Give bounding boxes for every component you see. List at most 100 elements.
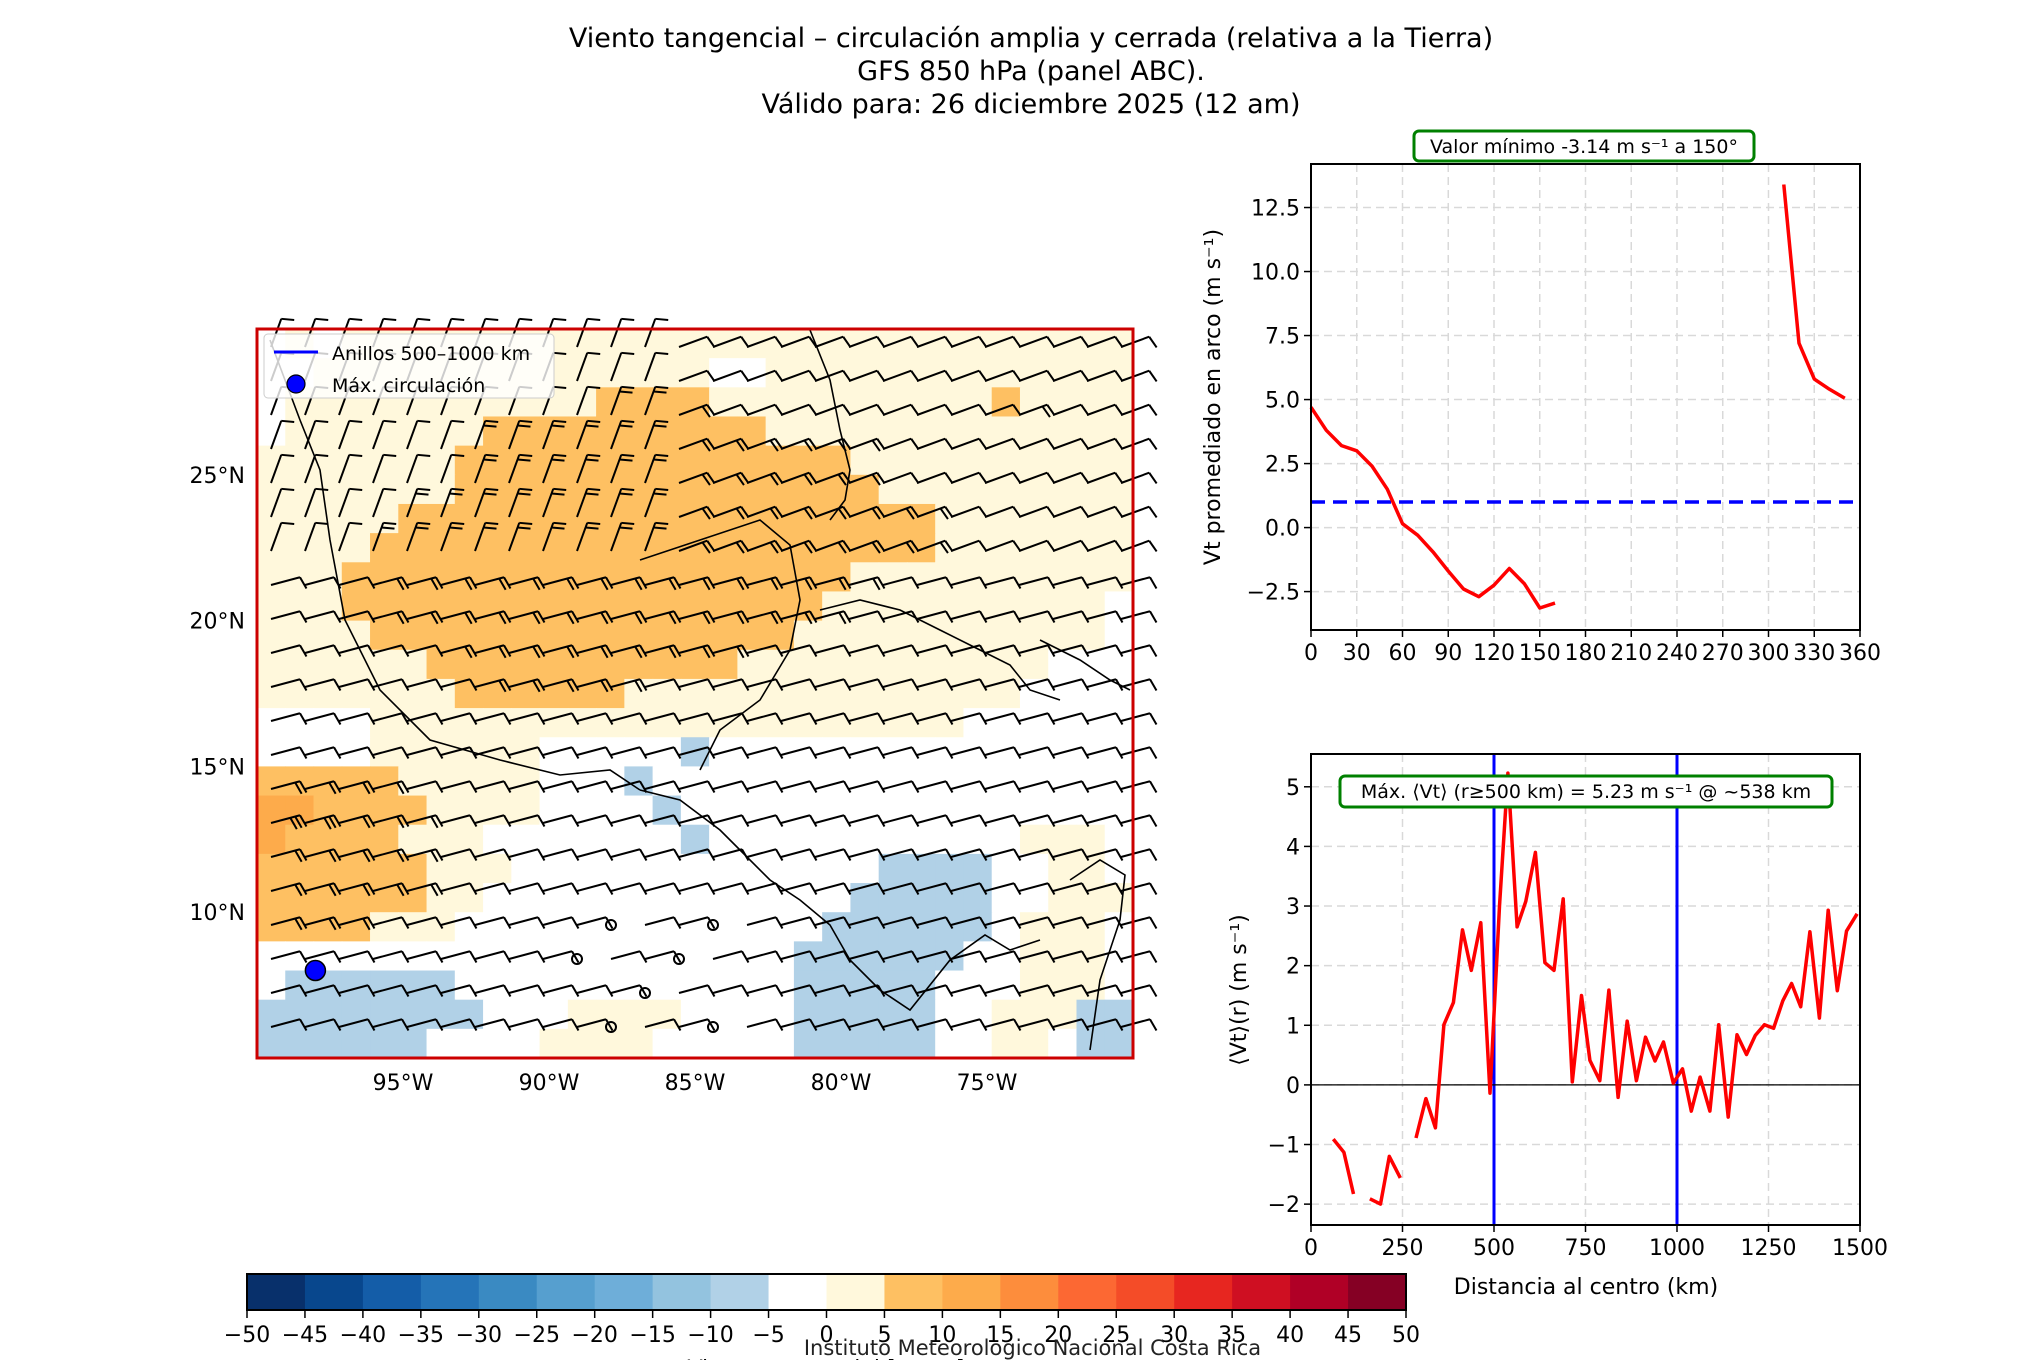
shading-cell	[341, 883, 371, 913]
barb-flag	[911, 712, 920, 725]
wind-barb	[746, 916, 784, 929]
barb-flag	[944, 404, 954, 416]
barb-flag	[281, 521, 295, 525]
barb-flag	[333, 814, 342, 827]
barb-flag	[537, 678, 546, 691]
shading-cell	[1048, 562, 1078, 593]
wind-barb	[678, 437, 716, 452]
barb-flag	[333, 712, 342, 725]
shading-cell	[596, 970, 625, 1001]
barb-staff	[644, 916, 675, 926]
x-tick-label: 1500	[1832, 1236, 1888, 1261]
barb-flag	[639, 848, 648, 861]
barb-flag	[537, 848, 546, 861]
barb-flag	[619, 390, 633, 394]
wind-barb	[848, 369, 886, 382]
barb-flag	[383, 419, 397, 423]
barb-flag	[1047, 984, 1056, 997]
barb-flag	[333, 848, 342, 861]
barb-staff	[440, 848, 471, 858]
barb-flag	[876, 370, 886, 382]
barb-flag	[605, 916, 614, 929]
barb-staff	[1018, 437, 1048, 450]
barb-flag	[707, 610, 716, 623]
shading-cell	[596, 562, 625, 593]
barb-flag	[401, 780, 410, 793]
barb-flag	[653, 458, 667, 462]
wind-barb	[1052, 814, 1090, 827]
barb-flag	[741, 984, 750, 997]
shading-cell	[709, 824, 738, 855]
barb-staff	[916, 746, 947, 756]
wind-barb	[304, 984, 342, 997]
barb-flag	[401, 610, 410, 623]
wind-barb	[440, 814, 478, 827]
wind-barb	[984, 746, 1022, 759]
barb-flag	[469, 746, 478, 759]
shading-cell	[257, 708, 286, 738]
shading-cell	[906, 941, 936, 972]
barb-flag	[673, 644, 682, 657]
wind-barb	[338, 814, 376, 829]
shading-cell	[370, 562, 399, 593]
barb-flag	[362, 884, 371, 897]
wind-barb	[576, 576, 614, 591]
wind-barb	[916, 916, 954, 929]
barb-flag	[775, 678, 784, 691]
barb-staff	[270, 712, 301, 722]
shading-cell	[680, 649, 710, 680]
wind-barb	[304, 882, 342, 897]
shading-cell	[483, 708, 512, 738]
wind-barb	[1086, 746, 1124, 759]
barb-staff	[916, 950, 947, 960]
wind-barb	[746, 437, 784, 452]
barb-staff	[1052, 678, 1083, 688]
wind-barb	[304, 453, 329, 484]
barb-staff	[338, 746, 369, 756]
shading-cell	[991, 853, 1021, 884]
barb-flag	[706, 472, 716, 484]
barb-staff	[678, 369, 708, 382]
barb-staff	[440, 522, 453, 552]
barb-flag	[774, 472, 784, 484]
barb-flag	[843, 610, 852, 623]
barb-flag	[485, 317, 499, 321]
shading-cell	[935, 1028, 965, 1059]
barb-flag	[843, 678, 852, 691]
wind-barb	[644, 1018, 682, 1031]
barb-staff	[950, 1018, 981, 1028]
shading-cell	[737, 912, 767, 942]
shading-cell	[822, 708, 852, 738]
barb-flag	[842, 336, 852, 348]
barb-flag	[469, 916, 478, 929]
barb-staff	[1086, 678, 1117, 688]
wind-barb	[576, 848, 614, 861]
barb-staff	[848, 678, 879, 688]
barb-flag	[668, 578, 677, 591]
shading-cell	[596, 999, 625, 1030]
barb-flag	[1013, 610, 1022, 623]
wind-barb	[304, 916, 342, 931]
barb-staff	[542, 882, 573, 892]
shading-cell	[1076, 474, 1106, 505]
shading-cell	[963, 853, 993, 884]
shading-cell	[991, 649, 1021, 680]
barb-staff	[984, 882, 1015, 892]
shading-cell	[1104, 620, 1134, 651]
barb-staff	[950, 712, 981, 722]
barb-flag	[905, 507, 915, 520]
x-tick-label: 60	[1389, 641, 1417, 666]
barb-staff	[712, 848, 743, 858]
barb-staff	[1086, 539, 1116, 552]
shading-cell	[906, 591, 936, 622]
shading-cell	[426, 533, 456, 563]
barb-flag	[367, 950, 376, 963]
calm-circle	[707, 1021, 719, 1033]
wind-barb	[1086, 950, 1124, 963]
barb-flag	[566, 578, 575, 591]
shading-cell	[765, 766, 795, 797]
barb-flag	[944, 506, 954, 518]
shading-cell	[1076, 416, 1106, 447]
barb-staff	[372, 488, 385, 518]
wind-barb	[338, 712, 376, 725]
